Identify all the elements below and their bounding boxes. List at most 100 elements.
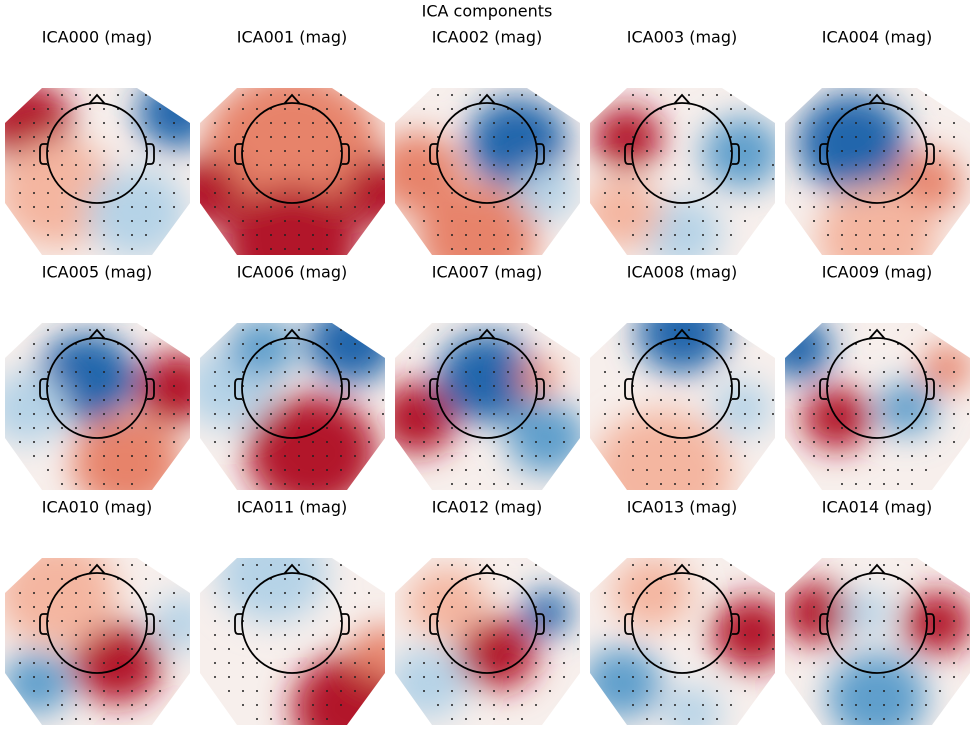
sensor <box>214 399 216 401</box>
sensor <box>869 164 871 166</box>
sensor <box>312 413 314 415</box>
sensor <box>632 108 634 110</box>
sensor <box>479 413 481 415</box>
sensor <box>799 399 801 401</box>
sensor <box>242 136 244 138</box>
sensor <box>813 620 815 622</box>
sensor <box>173 164 175 166</box>
sensor <box>479 192 481 194</box>
sensor <box>479 455 481 457</box>
sensor <box>897 248 899 250</box>
sensor <box>869 427 871 429</box>
sensor <box>451 634 453 636</box>
sensor <box>716 192 718 194</box>
sensor <box>855 606 857 608</box>
sensor <box>897 704 899 706</box>
sensor <box>507 634 509 636</box>
nose <box>283 563 301 575</box>
sensor <box>674 248 676 250</box>
sensor <box>340 704 342 706</box>
sensor <box>716 427 718 429</box>
sensor <box>409 192 411 194</box>
sensor <box>744 343 746 345</box>
sensor <box>939 592 941 594</box>
sensor <box>758 606 760 608</box>
sensor <box>632 676 634 678</box>
sensor <box>75 648 77 650</box>
sensor <box>827 371 829 373</box>
sensor <box>298 620 300 622</box>
sensor <box>228 648 230 650</box>
sensor <box>19 150 21 152</box>
sensor <box>409 399 411 401</box>
sensor <box>284 343 286 345</box>
sensor <box>61 371 63 373</box>
sensor <box>61 399 63 401</box>
sensor <box>883 427 885 429</box>
sensor <box>507 206 509 208</box>
field-blob <box>592 410 732 490</box>
sensor <box>507 690 509 692</box>
sensor <box>855 206 857 208</box>
ear-left <box>819 613 827 635</box>
sensor <box>75 427 77 429</box>
sensor <box>256 578 258 580</box>
sensor <box>688 206 690 208</box>
sensor <box>702 704 704 706</box>
sensor <box>841 620 843 622</box>
sensor <box>19 441 21 443</box>
sensor <box>173 206 175 208</box>
field-blob <box>202 88 382 234</box>
sensor <box>131 704 133 706</box>
sensor <box>758 592 760 594</box>
sensor <box>660 676 662 678</box>
sensor <box>925 690 927 692</box>
nose <box>868 93 886 105</box>
sensor <box>799 634 801 636</box>
sensor <box>632 592 634 594</box>
sensor <box>47 648 49 650</box>
sensor <box>632 343 634 345</box>
sensor <box>967 413 969 415</box>
sensor <box>799 206 801 208</box>
field-blob <box>590 177 662 249</box>
sensor <box>577 178 579 180</box>
sensor <box>688 413 690 415</box>
sensor <box>354 427 356 429</box>
sensor <box>75 164 77 166</box>
sensor <box>521 718 523 720</box>
sensor <box>423 206 425 208</box>
sensor <box>827 234 829 236</box>
sensor <box>479 248 481 250</box>
sensor <box>256 220 258 222</box>
sensor <box>340 606 342 608</box>
field-blob <box>467 98 567 188</box>
sensor <box>284 385 286 387</box>
sensor <box>214 592 216 594</box>
sensor <box>883 483 885 485</box>
sensor <box>89 564 91 566</box>
sensor <box>869 413 871 415</box>
sensor <box>911 662 913 664</box>
sensor <box>911 357 913 359</box>
sensor <box>312 455 314 457</box>
sensor <box>841 469 843 471</box>
sensor <box>883 108 885 110</box>
sensor <box>465 371 467 373</box>
sensor <box>535 343 537 345</box>
sensor <box>674 122 676 124</box>
ear-left <box>624 613 632 635</box>
sensor <box>493 592 495 594</box>
sensor <box>242 178 244 180</box>
sensor <box>312 606 314 608</box>
sensor <box>925 178 927 180</box>
sensor <box>187 634 189 636</box>
sensor <box>61 220 63 222</box>
sensor <box>646 385 648 387</box>
sensor <box>354 592 356 594</box>
sensor <box>521 662 523 664</box>
sensor <box>256 441 258 443</box>
sensor <box>493 371 495 373</box>
sensor <box>674 662 676 664</box>
sensor <box>409 136 411 138</box>
